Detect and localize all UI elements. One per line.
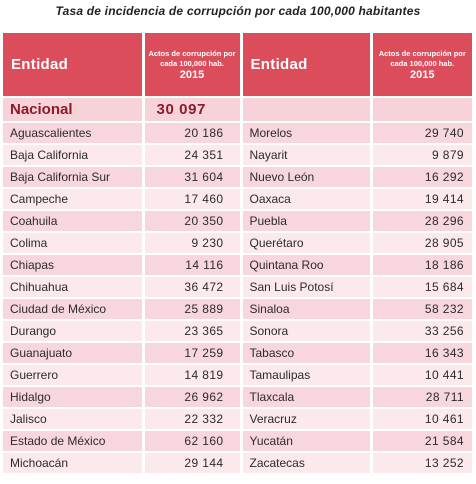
entidad-cell: Michoacán — [3, 452, 145, 475]
header-row: Entidad Actos de corrupción por cada 100… — [3, 33, 472, 98]
header-actos-left: Actos de corrupción por cada 100,000 hab… — [143, 33, 243, 98]
entidad-cell: Sinaloa — [241, 298, 373, 321]
valor-cell: 58 232 — [371, 298, 472, 321]
entidad-cell: Baja California Sur — [3, 166, 145, 189]
valor-cell: 20 350 — [143, 210, 243, 233]
entidad-cell: Campeche — [3, 188, 145, 211]
table-row: Michoacán 29 144 Zacatecas 13 252 — [3, 452, 472, 475]
valor-cell: 10 461 — [371, 408, 472, 431]
table-row: Coahuila 20 350 Puebla 28 296 — [3, 210, 472, 233]
valor-cell: 28 711 — [371, 386, 472, 409]
entidad-cell: San Luis Potosí — [241, 276, 373, 299]
header-actos-right-label: Actos de corrupción por cada 100,000 hab… — [378, 49, 466, 68]
nacional-empty-cell — [241, 97, 373, 123]
valor-cell: 28 905 — [371, 232, 472, 255]
valor-cell: 23 365 — [143, 320, 243, 343]
entidad-cell: Guerrero — [3, 364, 145, 387]
entidad-cell: Puebla — [241, 210, 373, 233]
table-row: Colima 9 230 Querétaro 28 905 — [3, 232, 472, 255]
entidad-cell: Chiapas — [3, 254, 145, 277]
header-year-right: 2015 — [410, 69, 435, 81]
valor-cell: 15 684 — [371, 276, 472, 299]
table-row: Estado de México 62 160 Yucatán 21 584 — [3, 430, 472, 453]
entidad-cell: Chihuahua — [3, 276, 145, 299]
entidad-cell: Sonora — [241, 320, 373, 343]
table-row: Chihuahua 36 472 San Luis Potosí 15 684 — [3, 276, 472, 299]
table-row: Baja California Sur 31 604 Nuevo León 16 29… — [3, 166, 472, 189]
entidad-cell: Colima — [3, 232, 145, 255]
valor-cell: 29 144 — [143, 452, 243, 475]
table-row: Aguascalientes 20 186 Morelos 29 740 — [3, 122, 472, 145]
valor-cell: 26 962 — [143, 386, 243, 409]
valor-cell: 9 230 — [143, 232, 243, 255]
table-row: Jalisco 22 332 Veracruz 10 461 — [3, 408, 472, 431]
valor-cell: 36 472 — [143, 276, 243, 299]
entidad-cell: Oaxaca — [241, 188, 373, 211]
entidad-cell: Guanajuato — [3, 342, 145, 365]
valor-cell: 19 414 — [371, 188, 472, 211]
valor-cell: 14 116 — [143, 254, 243, 277]
header-entidad-right: Entidad — [241, 33, 373, 98]
entidad-cell: Yucatán — [241, 430, 373, 453]
data-table: Entidad Actos de corrupción por cada 100… — [3, 33, 472, 475]
entidad-cell: Nuevo León — [241, 166, 373, 189]
table-row: Hidalgo 26 962 Tlaxcala 28 711 — [3, 386, 472, 409]
table-row: Campeche 17 460 Oaxaca 19 414 — [3, 188, 472, 211]
entidad-cell: Jalisco — [3, 408, 145, 431]
table-row: Guerrero 14 819 Tamaulipas 10 441 — [3, 364, 472, 387]
entidad-cell: Tabasco — [241, 342, 373, 365]
valor-cell: 21 584 — [371, 430, 472, 453]
valor-cell: 17 259 — [143, 342, 243, 365]
entidad-cell: Veracruz — [241, 408, 373, 431]
entidad-cell: Tamaulipas — [241, 364, 373, 387]
valor-cell: 22 332 — [143, 408, 243, 431]
valor-cell: 62 160 — [143, 430, 243, 453]
valor-cell: 25 889 — [143, 298, 243, 321]
header-actos-left-label: Actos de corrupción por cada 100,000 hab… — [148, 49, 236, 68]
valor-cell: 20 186 — [143, 122, 243, 145]
table-row: Durango 23 365 Sonora 33 256 — [3, 320, 472, 343]
table-title: Tasa de incidencia de corrupción por cad… — [55, 4, 421, 18]
nacional-value: 30 097 — [143, 97, 243, 123]
valor-cell: 24 351 — [143, 144, 243, 167]
entidad-cell: Morelos — [241, 122, 373, 145]
valor-cell: 17 460 — [143, 188, 243, 211]
valor-cell: 31 604 — [143, 166, 243, 189]
header-year-left: 2015 — [179, 69, 205, 81]
valor-cell: 9 879 — [371, 144, 472, 167]
table-row: Chiapas 14 116 Quintana Roo 18 186 — [3, 254, 472, 277]
entidad-cell: Estado de México — [3, 430, 145, 453]
nacional-row: Nacional 30 097 — [3, 97, 472, 123]
corruption-rate-table: Entidad Actos de corrupción por cada 100… — [3, 33, 472, 481]
table-row: Guanajuato 17 259 Tabasco 16 343 — [3, 342, 472, 365]
header-entidad-left: Entidad — [3, 33, 145, 98]
table-body: Nacional 30 097 Aguascalientes 20 186 More… — [3, 97, 472, 475]
valor-cell: 18 186 — [371, 254, 472, 277]
valor-cell: 10 441 — [371, 364, 472, 387]
entidad-cell: Ciudad de México — [3, 298, 145, 321]
valor-cell: 16 343 — [371, 342, 472, 365]
valor-cell: 13 252 — [371, 452, 472, 475]
table-row: Ciudad de México 25 889 Sinaloa 58 232 — [3, 298, 472, 321]
entidad-cell: Querétaro — [241, 232, 373, 255]
valor-cell: 33 256 — [371, 320, 472, 343]
valor-cell: 16 292 — [371, 166, 472, 189]
entidad-cell: Nayarit — [241, 144, 373, 167]
entidad-cell: Quintana Roo — [241, 254, 373, 277]
nacional-label: Nacional — [3, 97, 145, 123]
table-row: Baja California 24 351 Nayarit 9 879 — [3, 144, 472, 167]
entidad-cell: Hidalgo — [3, 386, 145, 409]
valor-cell: 29 740 — [371, 122, 472, 145]
header-actos-right: Actos de corrupción por cada 100,000 hab… — [371, 33, 472, 98]
entidad-cell: Baja California — [3, 144, 145, 167]
entidad-cell: Aguascalientes — [3, 122, 145, 145]
entidad-cell: Tlaxcala — [241, 386, 373, 409]
nacional-empty-cell — [371, 97, 472, 123]
valor-cell: 28 296 — [371, 210, 472, 233]
valor-cell: 14 819 — [143, 364, 243, 387]
entidad-cell: Durango — [3, 320, 145, 343]
entidad-cell: Coahuila — [3, 210, 145, 233]
entidad-cell: Zacatecas — [241, 452, 373, 475]
